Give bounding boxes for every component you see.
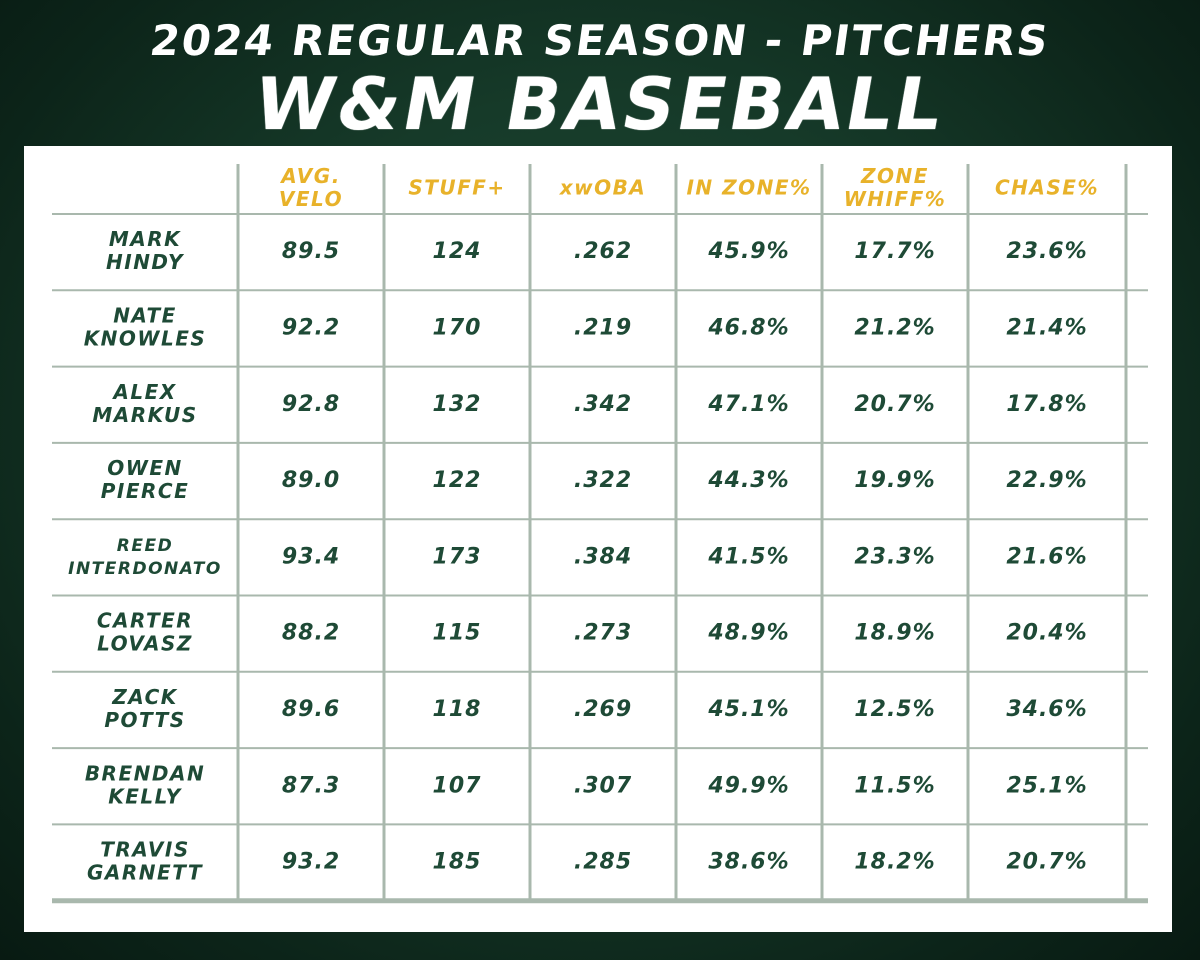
stat-value: 132	[433, 392, 482, 417]
chart-subtitle: 2024 REGULAR SEASON - PITCHERS	[147, 16, 1053, 65]
player-name: MARK HINDY	[106, 227, 185, 274]
stat-value: 124	[433, 239, 482, 264]
player-name: ALEX MARKUS	[92, 380, 197, 427]
stat-value: 45.1%	[707, 697, 789, 722]
stat-value: 87.3	[282, 773, 340, 798]
stat-value: 21.6%	[1006, 544, 1087, 569]
stat-value: 17.8%	[1006, 392, 1087, 417]
stat-value: 34.6%	[1006, 697, 1087, 722]
stat-value: 115	[433, 621, 482, 646]
column-header: AVG. VELO	[279, 164, 343, 211]
stat-value: 25.1%	[1006, 773, 1087, 798]
stat-value: 88.2	[282, 621, 340, 646]
stat-value: 11.5%	[854, 773, 935, 798]
stat-value: 19.9%	[854, 468, 935, 493]
stat-value: .273	[574, 621, 632, 646]
stat-value: 89.6	[282, 697, 340, 722]
stat-value: 170	[433, 315, 482, 340]
stat-value: .342	[574, 392, 632, 417]
stat-value: .384	[574, 544, 632, 569]
stat-value: 173	[433, 544, 482, 569]
stat-value: 44.3%	[707, 468, 789, 493]
stats-table: AVG. VELO STUFF+ xwOBA IN ZONE% ZONE WHIFF% CHA…	[52, 164, 1148, 904]
stats-table-panel: AVG. VELO STUFF+ xwOBA IN ZONE% ZONE WHIFF% CHA…	[24, 146, 1172, 932]
stat-value: 92.2	[282, 315, 340, 340]
stat-value: 41.5%	[707, 544, 789, 569]
stat-value: 118	[433, 697, 482, 722]
stat-value: 21.2%	[854, 315, 935, 340]
stat-value: 21.4%	[1006, 315, 1087, 340]
stat-value: 12.5%	[854, 697, 935, 722]
player-name: CARTER LOVASZ	[97, 609, 193, 656]
stat-value: .269	[574, 697, 632, 722]
stat-value: 23.6%	[1006, 239, 1087, 264]
stat-value: 185	[433, 850, 482, 875]
player-name: ZACK POTTS	[104, 685, 185, 732]
stat-value: 18.9%	[854, 621, 935, 646]
stat-value: 38.6%	[708, 850, 789, 875]
player-name: OWEN PIERCE	[101, 456, 190, 503]
stat-value: .307	[574, 773, 632, 798]
column-header: IN ZONE%	[686, 176, 811, 200]
stat-value: 47.1%	[707, 392, 789, 417]
stat-value: 89.0	[282, 468, 340, 493]
stat-value: .322	[574, 468, 632, 493]
stat-value: 20.7%	[1006, 850, 1087, 875]
column-header: STUFF+	[408, 176, 505, 200]
stat-value: 46.8%	[707, 315, 789, 340]
stat-value: 92.8	[282, 392, 340, 417]
stat-value: 17.7%	[854, 239, 935, 264]
stat-value: 48.9%	[707, 621, 789, 646]
player-name: BRENDAN KELLY	[85, 761, 205, 808]
stat-value: 122	[433, 468, 482, 493]
stat-value: 20.4%	[1006, 621, 1087, 646]
stat-value: 22.9%	[1006, 468, 1087, 493]
stat-value: .262	[574, 239, 632, 264]
stat-value: 107	[433, 773, 482, 798]
column-header: ZONE WHIFF%	[844, 164, 947, 211]
player-name: NATE KNOWLES	[84, 303, 207, 350]
player-name: TRAVIS GARNETT	[87, 838, 203, 885]
stat-value: .219	[574, 315, 632, 340]
stat-value: 20.7%	[854, 392, 935, 417]
stat-value: 89.5	[282, 239, 340, 264]
stat-value: 18.2%	[854, 850, 935, 875]
stat-value: 45.9%	[707, 239, 789, 264]
stat-value: 23.3%	[854, 544, 935, 569]
stat-value: 93.2	[282, 850, 340, 875]
chart-title: W&M BASEBALL	[248, 62, 952, 146]
stat-value: .285	[574, 850, 632, 875]
stat-value: 93.4	[282, 544, 340, 569]
column-header: CHASE%	[995, 176, 1099, 200]
column-header: xwOBA	[559, 176, 647, 200]
stat-value: 49.9%	[707, 773, 789, 798]
player-name: REED INTERDONATO	[68, 536, 222, 579]
